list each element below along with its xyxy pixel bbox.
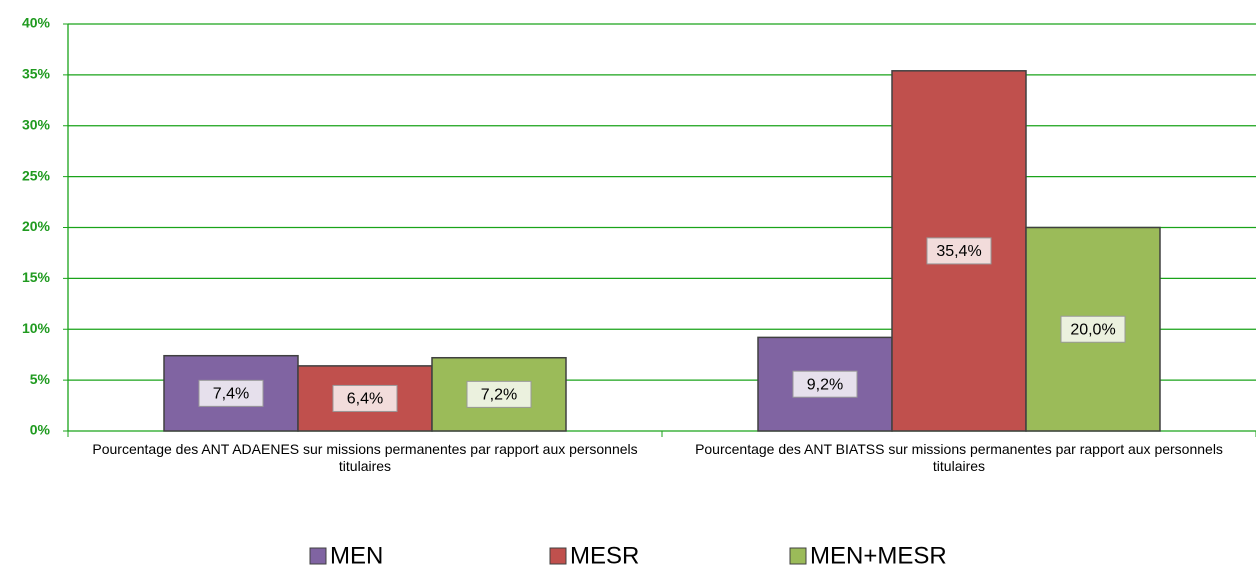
value-label-box (926, 237, 992, 265)
value-label: 7,4% (213, 386, 249, 403)
y-tick-label: 20% (22, 218, 51, 234)
legend-label: MESR (570, 542, 639, 569)
legend-swatch (789, 547, 807, 565)
value-label-box (466, 380, 532, 408)
value-label-box (792, 370, 858, 398)
value-label: 9,2% (807, 376, 843, 393)
y-tick-label: 0% (30, 422, 51, 438)
bar (1025, 226, 1161, 432)
y-tick-label: 25% (22, 167, 51, 183)
value-label-box (332, 384, 398, 412)
y-tick-label: 10% (22, 320, 51, 336)
x-tick-label: Pourcentage des ANT BIATSS sur missions … (695, 441, 1223, 474)
value-label-box (1060, 315, 1126, 343)
y-tick-label: 15% (22, 269, 51, 285)
y-tick-label: 5% (30, 371, 51, 387)
value-label: 6,4% (347, 391, 383, 408)
y-tick-label: 30% (22, 116, 51, 132)
value-label: 35,4% (936, 243, 981, 260)
legend-swatch (549, 547, 567, 565)
legend-label: MEN (330, 542, 383, 569)
y-tick-label: 40% (22, 15, 51, 31)
legend-swatch (309, 547, 327, 565)
y-tick-label: 35% (22, 66, 51, 82)
value-label: 7,2% (481, 387, 517, 404)
value-label-box (198, 379, 264, 407)
legend-label: MEN+MESR (810, 542, 947, 569)
value-label: 20,0% (1070, 321, 1115, 338)
x-tick-label: Pourcentage des ANT ADAENES sur missions… (92, 441, 638, 474)
